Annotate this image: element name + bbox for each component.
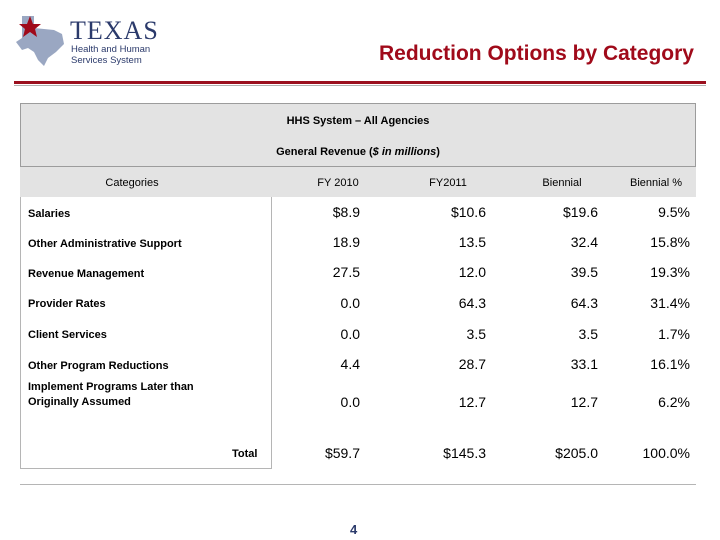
total-fy2010: $59.7: [324, 445, 360, 461]
logo-subtitle-line2: Services System: [71, 55, 142, 66]
texas-map-icon: [16, 16, 64, 66]
table-heading: HHS System – All Agencies: [286, 115, 430, 127]
cell-fy2010: 0.0: [340, 326, 360, 342]
logo-subtitle-line1: Health and Human: [71, 44, 151, 55]
total-biennial: $205.0: [555, 445, 598, 461]
cell-biennial: 39.5: [570, 264, 598, 280]
col-header-biennial-pct: Biennial %: [630, 177, 682, 189]
table-subheading: General Revenue ($ in millions): [20, 146, 696, 158]
row-category: Other Program Reductions: [28, 360, 169, 372]
total-label: Total: [232, 448, 258, 460]
subheading-main: General Revenue (: [276, 146, 373, 158]
row-category: Revenue Management: [28, 268, 145, 280]
header-rule-thin: [14, 85, 706, 86]
row-category: Implement Programs Later than Originally…: [28, 380, 194, 410]
total-biennial-pct: 100.0%: [642, 445, 690, 461]
row-category: Provider Rates: [28, 298, 106, 310]
cell-biennial-pct: 9.5%: [658, 204, 690, 220]
cell-fy2011: 12.7: [458, 394, 486, 410]
col-header-fy2011: FY2011: [429, 177, 467, 189]
row-category-line2: Originally Assumed: [28, 396, 131, 408]
cell-fy2011: 12.0: [458, 264, 486, 280]
col-header-fy2010: FY 2010: [317, 177, 359, 189]
header-rule: [14, 81, 706, 84]
cell-biennial-pct: 6.2%: [658, 394, 690, 410]
logo-subtitle: Health and Human Services System: [71, 44, 150, 66]
cell-biennial: 32.4: [570, 234, 598, 250]
cell-biennial-pct: 15.8%: [650, 234, 690, 250]
row-category-line1: Implement Programs Later than: [28, 381, 194, 393]
cell-biennial: 33.1: [570, 356, 598, 372]
row-category: Other Administrative Support: [28, 238, 182, 250]
reduction-table: HHS System – All Agencies General Revenu…: [20, 103, 696, 469]
col-header-biennial: Biennial: [542, 177, 582, 189]
cell-fy2010: 4.4: [340, 356, 360, 372]
cell-biennial-pct: 1.7%: [658, 326, 690, 342]
table-bottom-rule: [20, 484, 696, 485]
cell-biennial: 12.7: [570, 394, 598, 410]
subheading-unit: $ in millions: [372, 146, 437, 158]
cell-fy2010: 0.0: [340, 295, 360, 311]
texas-hhs-logo: TEXAS Health and Human Services System: [14, 14, 174, 70]
col-header-categories: Categories: [105, 177, 159, 189]
cell-biennial: 3.5: [578, 326, 598, 342]
total-fy2011: $145.3: [443, 445, 486, 461]
cell-fy2010: 0.0: [340, 394, 360, 410]
page-title: Reduction Options by Category: [378, 42, 694, 65]
subheading-end: ): [436, 146, 440, 158]
cell-fy2010: $8.9: [332, 204, 360, 220]
cell-biennial-pct: 19.3%: [650, 264, 690, 280]
cell-biennial-pct: 16.1%: [650, 356, 690, 372]
table-heading-band: [20, 103, 696, 167]
logo-word: TEXAS: [70, 16, 159, 45]
cell-fy2011: 3.5: [466, 326, 486, 342]
cell-fy2011: $10.6: [450, 204, 486, 220]
cell-biennial-pct: 31.4%: [650, 295, 690, 311]
cell-biennial: $19.6: [562, 204, 598, 220]
column-header-band: [20, 167, 696, 197]
cell-fy2011: 64.3: [458, 295, 486, 311]
page-number: 4: [350, 522, 358, 537]
cell-fy2010: 27.5: [332, 264, 360, 280]
cell-biennial: 64.3: [570, 295, 598, 311]
row-category: Client Services: [28, 329, 107, 341]
row-category: Salaries: [28, 208, 71, 220]
cell-fy2011: 28.7: [458, 356, 486, 372]
cell-fy2010: 18.9: [332, 234, 360, 250]
categories-column-box: [20, 197, 272, 469]
cell-fy2011: 13.5: [458, 234, 486, 250]
